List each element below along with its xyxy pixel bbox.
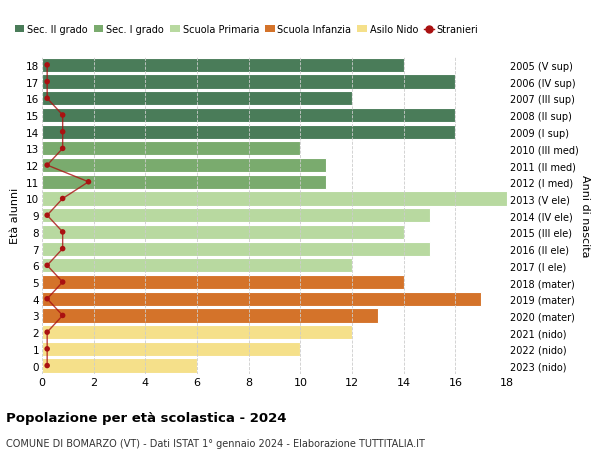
Bar [42, 342, 301, 356]
Point [58, 196, 67, 203]
Bar [42, 59, 404, 73]
Bar [42, 209, 430, 223]
Point [58, 229, 67, 236]
Point [58, 146, 67, 153]
Point [43, 162, 52, 169]
Point [43, 95, 52, 103]
Bar [42, 142, 301, 156]
Y-axis label: Età alunni: Età alunni [10, 188, 20, 244]
Bar [42, 159, 326, 173]
Point [43, 262, 52, 269]
Bar [42, 75, 455, 90]
Point [43, 62, 52, 69]
Text: Popolazione per età scolastica - 2024: Popolazione per età scolastica - 2024 [6, 411, 287, 424]
Bar [42, 109, 455, 123]
Bar [42, 175, 326, 190]
Point [58, 129, 67, 136]
Point [58, 112, 67, 119]
Point [43, 212, 52, 219]
Point [43, 329, 52, 336]
Text: COMUNE DI BOMARZO (VT) - Dati ISTAT 1° gennaio 2024 - Elaborazione TUTTITALIA.IT: COMUNE DI BOMARZO (VT) - Dati ISTAT 1° g… [6, 438, 425, 448]
Bar [42, 259, 352, 273]
Bar [42, 275, 404, 290]
Legend: Sec. II grado, Sec. I grado, Scuola Primaria, Scuola Infanzia, Asilo Nido, Stran: Sec. II grado, Sec. I grado, Scuola Prim… [11, 21, 482, 39]
Bar [42, 125, 455, 140]
Bar [42, 192, 507, 206]
Bar [42, 308, 378, 323]
Point [43, 78, 52, 86]
Point [43, 296, 52, 303]
Point [84, 179, 94, 186]
Point [58, 279, 67, 286]
Bar [42, 225, 404, 240]
Point [58, 246, 67, 253]
Bar [42, 242, 430, 256]
Point [43, 362, 52, 369]
Bar [42, 325, 352, 340]
Bar [42, 92, 352, 106]
Bar [42, 292, 481, 306]
Y-axis label: Anni di nascita: Anni di nascita [580, 174, 590, 257]
Point [43, 346, 52, 353]
Bar [42, 358, 197, 373]
Point [58, 312, 67, 319]
